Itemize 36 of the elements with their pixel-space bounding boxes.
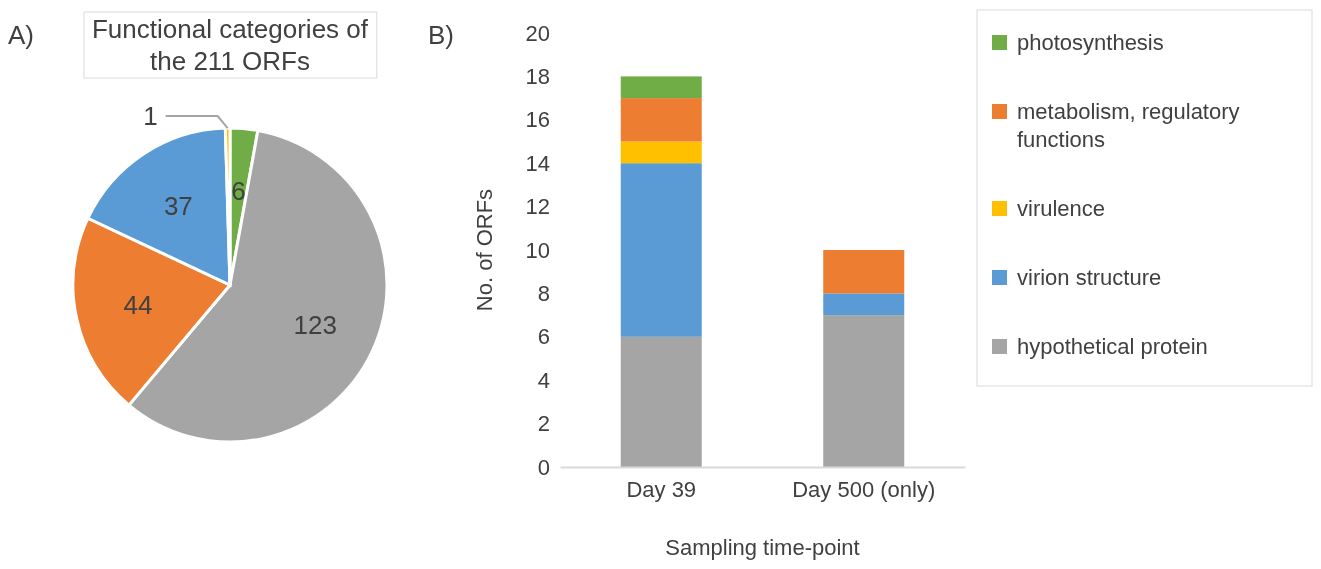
data-label: 1 (143, 101, 158, 132)
bar (620, 98, 702, 142)
y-tick-label: 0 (537, 454, 550, 480)
y-tick-label: 6 (537, 324, 550, 350)
bar (823, 315, 905, 467)
data-label: 123 (293, 310, 337, 341)
bar (620, 141, 702, 164)
y-axis-title: No. of ORFs (472, 188, 497, 312)
data-label: 37 (163, 191, 193, 222)
y-tick-label: 18 (525, 63, 550, 89)
data-label: 44 (123, 290, 153, 321)
y-tick-label: 12 (525, 194, 550, 220)
y-tick-label: 8 (537, 280, 550, 306)
bar (823, 250, 905, 294)
x-tick-label: Day 39 (626, 476, 697, 502)
legend-label: virion structure (1017, 265, 1162, 290)
bar (620, 163, 702, 337)
x-axis-title: Sampling time-point (665, 535, 860, 560)
y-tick-label: 4 (537, 367, 550, 393)
y-tick-label: 2 (537, 411, 550, 437)
bar (620, 336, 702, 467)
y-tick-label: 16 (525, 107, 550, 133)
legend-label: metabolism, regulatory functions (1017, 99, 1240, 152)
y-tick-label: 14 (525, 150, 550, 176)
legend-label: hypothetical protein (1017, 334, 1208, 359)
x-tick-label: Day 500 (only) (792, 476, 936, 502)
data-label: 6 (231, 176, 246, 207)
legend-label: photosynthesis (1017, 30, 1164, 55)
bar (620, 76, 702, 99)
text: B) (428, 20, 454, 50)
chart-title: Functional categories of the 211 ORFs (91, 14, 369, 76)
y-tick-label: 20 (525, 20, 550, 46)
text: A) (8, 20, 34, 50)
legend-label: virulence (1017, 196, 1106, 221)
bar (823, 293, 905, 316)
y-tick-label: 10 (525, 237, 550, 263)
